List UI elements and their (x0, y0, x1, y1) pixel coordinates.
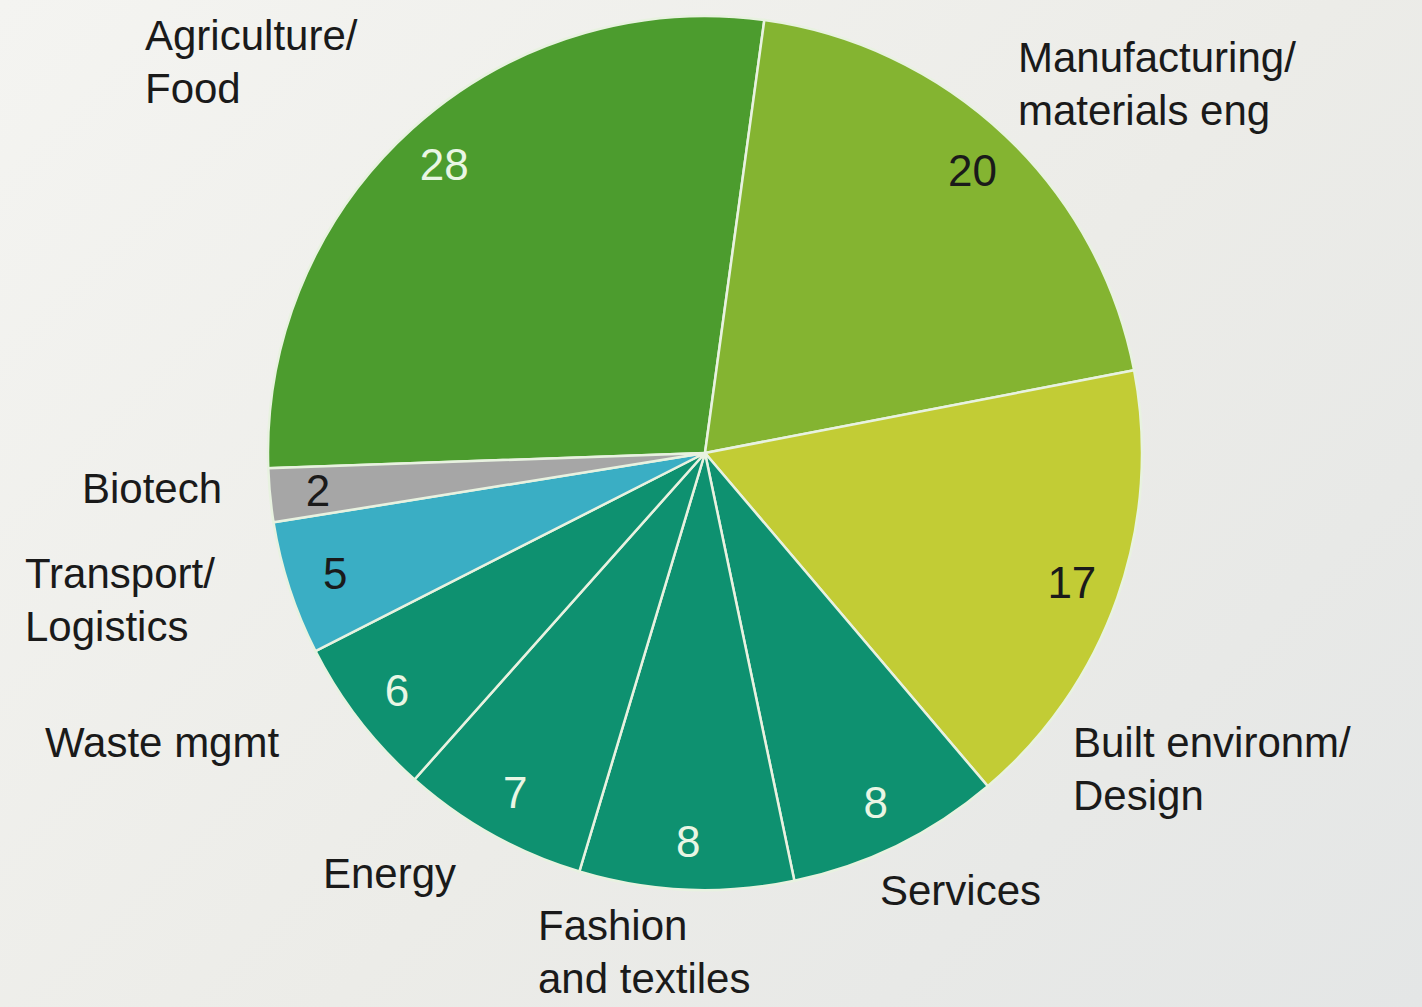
category-label: Manufacturing/materials eng (1018, 34, 1296, 134)
value-label: 17 (1047, 558, 1096, 607)
pie-slice (268, 16, 764, 468)
category-label: Agriculture/Food (145, 12, 358, 112)
category-label: Built environm/Design (1073, 719, 1351, 819)
category-label: Biotech (82, 465, 222, 512)
value-label: 8 (864, 778, 888, 827)
value-label: 28 (420, 140, 469, 189)
value-label: 8 (676, 817, 700, 866)
pie-slice (268, 453, 705, 522)
value-label: 2 (306, 466, 330, 515)
value-label: 7 (503, 768, 527, 817)
category-label: Transport/Logistics (25, 550, 215, 650)
slices (268, 16, 1142, 890)
value-labels: 28 20 17 8 8 7 6 5 2 (306, 140, 1097, 866)
category-labels: Agriculture/Food Manufacturing/materials … (25, 12, 1351, 1002)
value-label: 5 (323, 549, 347, 598)
value-label: 20 (948, 146, 997, 195)
chart: 28 20 17 8 8 7 6 5 2 Agriculture/Food Manufacturin… (0, 0, 1422, 1007)
category-label: Energy (323, 850, 456, 897)
category-label: Fashionand textiles (538, 902, 750, 1002)
category-label: Waste mgmt (45, 719, 279, 766)
value-label: 6 (385, 666, 409, 715)
category-label: Services (880, 867, 1041, 914)
